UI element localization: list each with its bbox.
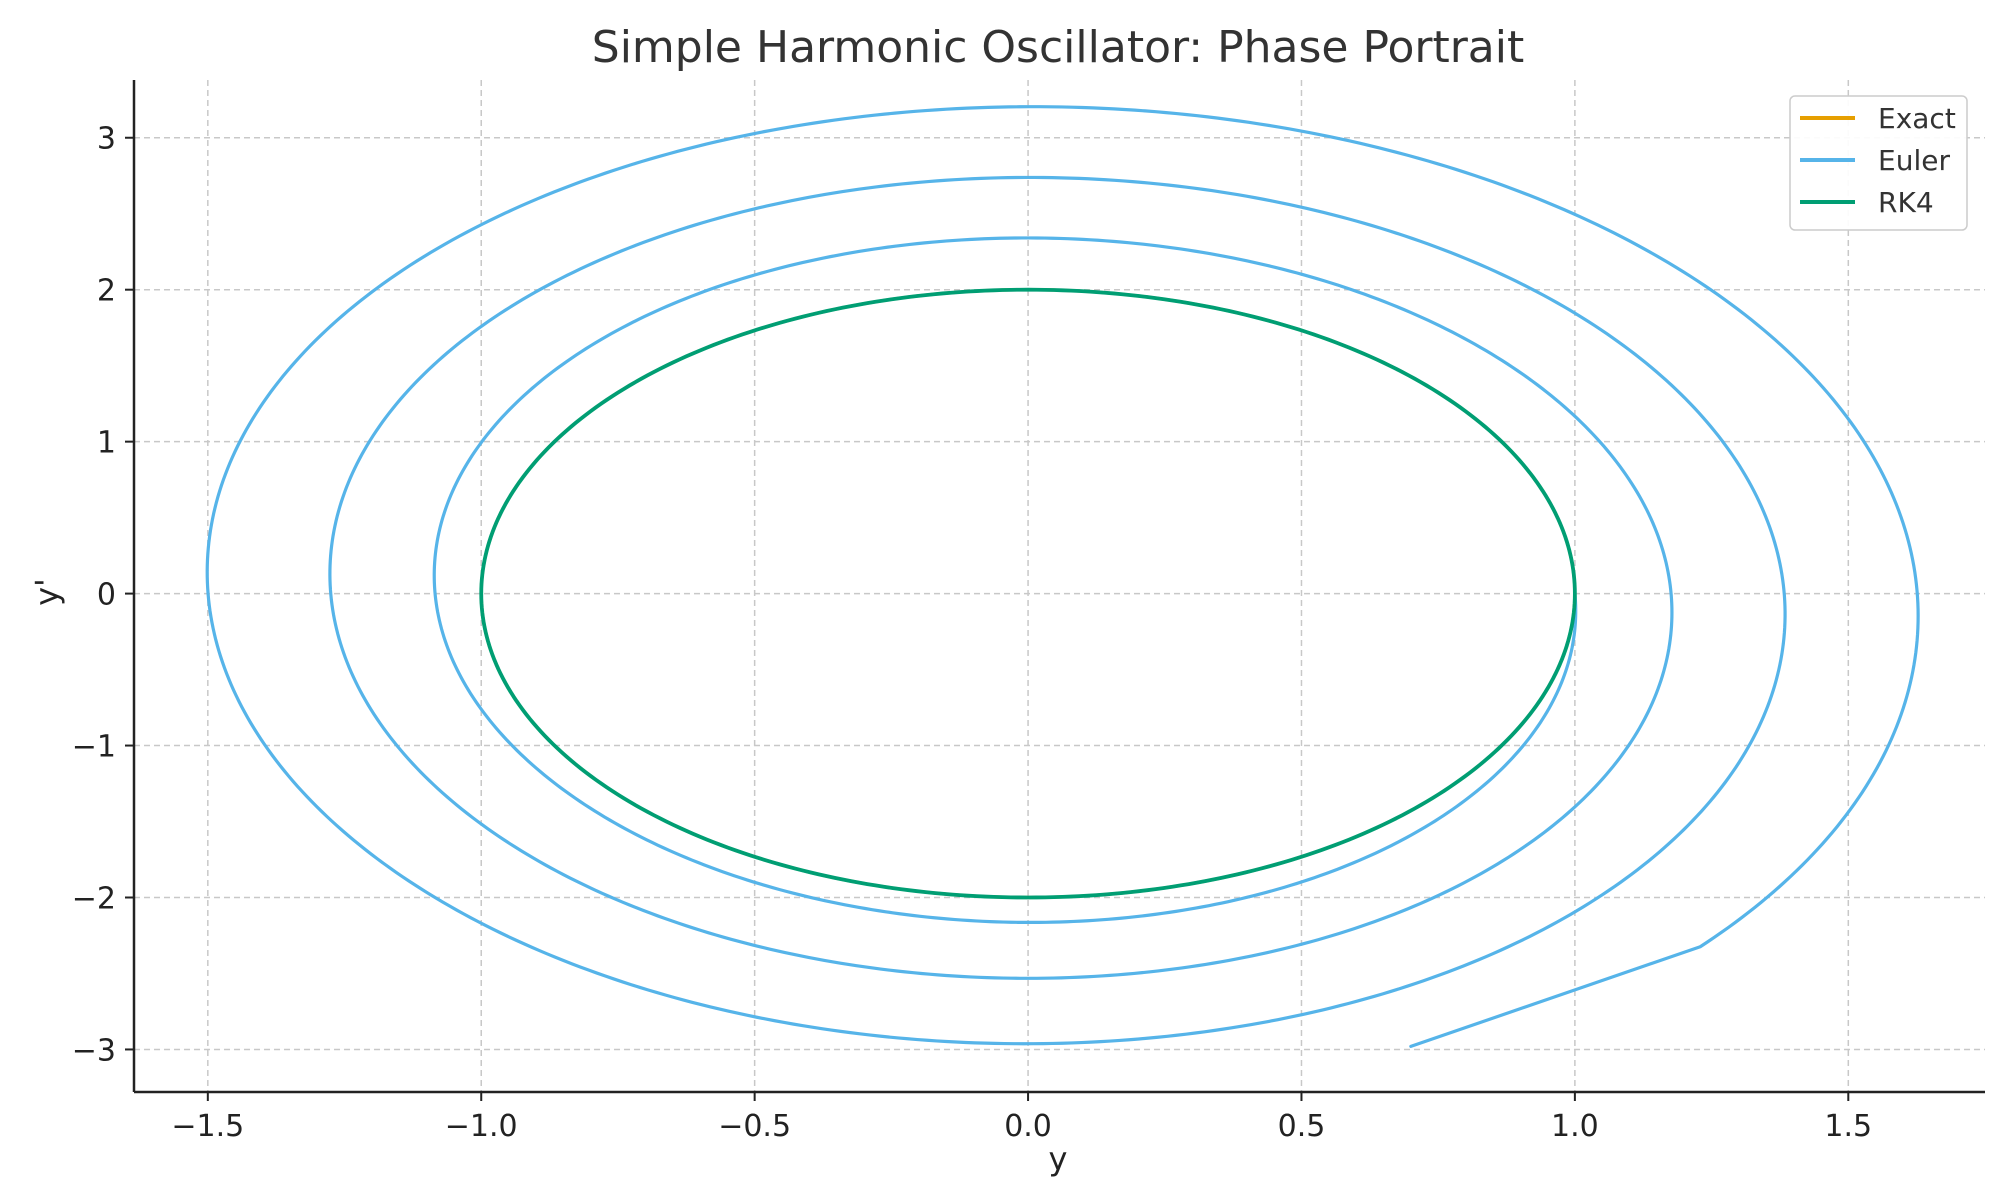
x-tick-label: −1.5: [171, 1109, 244, 1144]
y-tick-label: −1: [72, 730, 116, 765]
chart-title: Simple Harmonic Oscillator: Phase Portra…: [592, 22, 1524, 73]
axes-layer: [132, 80, 1985, 1094]
series-layer: [205, 105, 1920, 1049]
x-tick-label: 0.0: [1004, 1109, 1052, 1144]
legend-items: Exact Euler RK4: [1800, 102, 1956, 219]
legend-label-euler: Euler: [1878, 144, 1950, 177]
y-tick-label: −2: [72, 882, 116, 917]
x-tick-label: −1.0: [445, 1109, 518, 1144]
legend-label-exact: Exact: [1878, 102, 1956, 135]
legend-box: [1789, 95, 1968, 231]
y-tick-label: 0: [97, 578, 116, 613]
x-tick-label: −0.5: [718, 1109, 791, 1144]
y-tick-label: 3: [97, 122, 116, 157]
y-tick-label: −3: [72, 1033, 116, 1068]
y-tick-label: 2: [97, 274, 116, 309]
tick-layer: −1.5 −1.0 −0.5 0.0 0.5 1.0 1.5 3 2 1 0 −1 −2 −3: [72, 122, 1872, 1144]
x-tick-label: 0.5: [1278, 1109, 1326, 1144]
series-line-euler: [205, 105, 1920, 1049]
legend: Exact Euler RK4: [1789, 95, 1968, 231]
x-axis-label: y: [1049, 1140, 1068, 1178]
series-line-rk4: [479, 287, 1577, 900]
x-tick-label: 1.0: [1551, 1109, 1599, 1144]
legend-label-rk4: RK4: [1878, 186, 1934, 219]
x-tick-label: 1.5: [1824, 1109, 1872, 1144]
y-tick-label: 1: [97, 426, 116, 461]
y-axis-label: y': [28, 578, 66, 606]
